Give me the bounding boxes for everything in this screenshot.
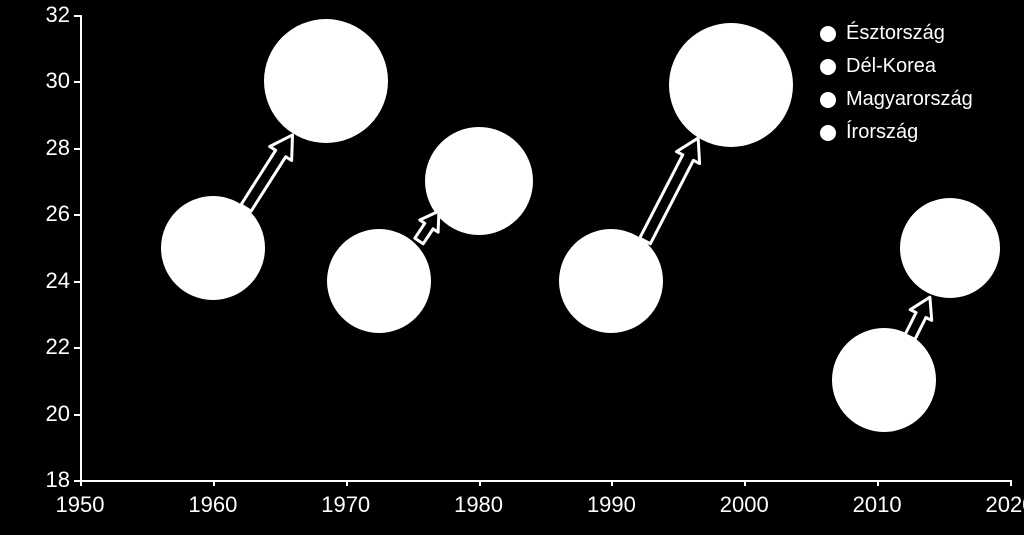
x-tick-label: 1970 — [316, 492, 376, 518]
y-tick-mark — [74, 214, 80, 216]
legend-item: Írország — [820, 121, 973, 144]
data-bubble — [832, 328, 936, 432]
legend-item: Dél-Korea — [820, 55, 973, 78]
x-tick-mark — [213, 480, 215, 486]
y-tick-mark — [74, 281, 80, 283]
y-tick-label: 20 — [25, 401, 70, 427]
y-tick-mark — [74, 15, 80, 17]
x-tick-mark — [877, 480, 879, 486]
x-tick-label: 2000 — [714, 492, 774, 518]
x-tick-mark — [80, 480, 82, 486]
trend-arrow — [622, 126, 721, 253]
x-tick-label: 1980 — [449, 492, 509, 518]
y-tick-mark — [74, 81, 80, 83]
x-axis-line — [80, 480, 1010, 482]
data-bubble — [327, 229, 431, 333]
x-tick-label: 2020 — [980, 492, 1024, 518]
x-tick-mark — [744, 480, 746, 486]
x-tick-label: 2010 — [847, 492, 907, 518]
data-bubble — [161, 196, 265, 300]
y-tick-label: 22 — [25, 334, 70, 360]
legend-label: Írország — [846, 121, 918, 144]
x-tick-mark — [1010, 480, 1012, 486]
legend: Észtország Dél-Korea Magyarország Írország — [820, 22, 973, 154]
y-axis-line — [80, 15, 82, 480]
y-tick-mark — [74, 347, 80, 349]
y-tick-label: 28 — [25, 135, 70, 161]
legend-marker-icon — [820, 125, 836, 141]
legend-label: Magyarország — [846, 88, 973, 111]
y-tick-label: 24 — [25, 268, 70, 294]
bubble-chart: 18 20 22 24 26 28 30 32 1950 1960 1970 1980 1990 2000… — [0, 0, 1024, 535]
y-tick-label: 26 — [25, 201, 70, 227]
x-tick-mark — [611, 480, 613, 486]
x-tick-mark — [346, 480, 348, 486]
data-bubble — [264, 19, 388, 143]
y-tick-label: 18 — [25, 467, 70, 493]
x-tick-label: 1950 — [50, 492, 110, 518]
legend-marker-icon — [820, 59, 836, 75]
y-tick-mark — [74, 148, 80, 150]
data-bubble — [559, 229, 663, 333]
y-tick-label: 32 — [25, 2, 70, 28]
legend-marker-icon — [820, 26, 836, 42]
data-bubble — [425, 127, 533, 235]
y-tick-label: 30 — [25, 68, 70, 94]
legend-item: Észtország — [820, 22, 973, 45]
data-bubble — [900, 198, 1000, 298]
legend-label: Dél-Korea — [846, 55, 936, 78]
data-bubble — [669, 23, 793, 147]
legend-label: Észtország — [846, 22, 945, 45]
x-tick-label: 1960 — [183, 492, 243, 518]
y-tick-mark — [74, 414, 80, 416]
legend-item: Magyarország — [820, 88, 973, 111]
x-tick-label: 1990 — [581, 492, 641, 518]
legend-marker-icon — [820, 92, 836, 108]
x-tick-mark — [479, 480, 481, 486]
